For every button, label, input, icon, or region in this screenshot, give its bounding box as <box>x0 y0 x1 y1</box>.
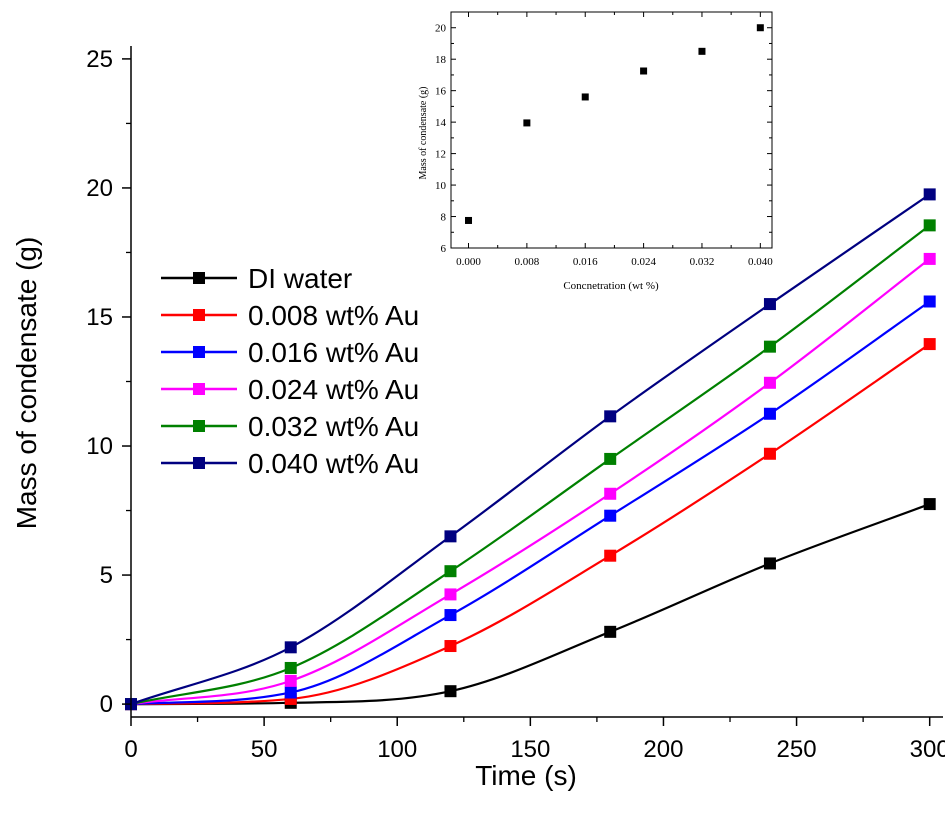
main-y-tick-label-5: 25 <box>86 46 113 73</box>
inset-frame <box>450 11 773 249</box>
series-line-4 <box>130 224 931 706</box>
inset-x-tick-label-2: 0.016 <box>573 256 598 268</box>
series-line-0 <box>130 503 931 706</box>
main-x-tick-label-5: 250 <box>777 736 817 763</box>
series-4-point-1 <box>284 661 297 674</box>
series-3-point-1 <box>284 674 297 687</box>
series-2-point-3 <box>604 509 617 522</box>
legend-marker-5 <box>193 457 205 469</box>
main-y-axis-label: Mass of condensate (g) <box>11 237 42 530</box>
main-x-axis-label: Time (s) <box>475 760 577 791</box>
inset-y-tick-label-6: 18 <box>435 54 447 66</box>
inset-y-tick-label-7: 20 <box>435 23 447 35</box>
legend-label-4: 0.032 wt% Au <box>248 411 419 442</box>
series-2-point-4 <box>763 407 776 420</box>
inset-y-tick-label-3: 12 <box>435 149 446 161</box>
series-3-point-4 <box>763 376 776 389</box>
inset-y-tick-label-4: 14 <box>435 117 447 129</box>
series-0-point-5 <box>923 498 936 511</box>
series-line-5 <box>130 193 931 706</box>
series-3-point-3 <box>604 487 617 500</box>
inset-point-5 <box>756 24 764 32</box>
inset-y-tick-label-5: 16 <box>435 86 447 98</box>
series-1-point-2 <box>444 640 457 653</box>
series-5-point-4 <box>763 298 776 311</box>
series-2-point-5 <box>923 295 936 308</box>
inset-x-tick-label-3: 0.024 <box>631 256 656 268</box>
series-line-1 <box>130 343 931 706</box>
main-chart: 0 50 100 150 200 250 300 0 5 10 15 20 25 Time (s) Ma… <box>11 46 945 791</box>
inset-x-tick-label-0: 0.000 <box>456 256 481 268</box>
inset-y-tick-label-1: 8 <box>441 212 447 224</box>
inset-x-tick-label-5: 0.040 <box>748 256 773 268</box>
series-0-point-2 <box>444 685 457 698</box>
main-x-tick-label-6: 300 <box>910 736 945 763</box>
main-x-tick-label-3: 150 <box>510 736 550 763</box>
inset-point-0 <box>465 216 473 224</box>
inset-point-4 <box>698 47 706 55</box>
main-y-tick-label-1: 5 <box>100 562 113 589</box>
series-line-2 <box>130 300 931 706</box>
series-5-point-5 <box>923 188 936 201</box>
inset-point-layer <box>465 24 764 224</box>
inset-point-1 <box>523 119 531 127</box>
series-0-point-3 <box>604 625 617 638</box>
legend-marker-4 <box>193 420 205 432</box>
main-x-tick-label-4: 200 <box>643 736 683 763</box>
series-4-point-5 <box>923 219 936 232</box>
series-4-point-2 <box>444 565 457 578</box>
inset-y-axis-label: Mass of condensate (g) <box>418 86 429 179</box>
legend: DI water 0.008 wt% Au 0.016 wt% Au 0.024 wt… <box>161 263 419 479</box>
legend-label-5: 0.040 wt% Au <box>248 448 419 479</box>
inset-y-tick-label-2: 10 <box>435 180 447 192</box>
main-y-tick-label-0: 0 <box>100 691 113 718</box>
series-2-point-2 <box>444 609 457 622</box>
series-3-point-5 <box>923 252 936 265</box>
series-2-point-1 <box>284 686 297 699</box>
main-y-tick-label-2: 10 <box>86 433 113 460</box>
series-1-point-5 <box>923 338 936 351</box>
legend-marker-3 <box>193 383 205 395</box>
main-series-layer <box>130 193 931 706</box>
main-y-tick-label-3: 15 <box>86 304 113 331</box>
legend-marker-1 <box>193 309 205 321</box>
main-x-tick-label-0: 0 <box>124 736 137 763</box>
series-4-point-4 <box>763 340 776 353</box>
series-line-3 <box>130 258 931 706</box>
inset-y-tick-label-0: 6 <box>441 243 447 255</box>
series-5-point-2 <box>444 530 457 543</box>
legend-marker-2 <box>193 346 205 358</box>
main-axes: 0 50 100 150 200 250 300 0 5 10 15 20 25 <box>86 46 945 763</box>
series-1-point-3 <box>604 549 617 562</box>
legend-label-0: DI water <box>248 263 352 294</box>
inset-x-tick-label-1: 0.008 <box>514 256 539 268</box>
main-y-tick-label-4: 20 <box>86 175 113 202</box>
legend-label-2: 0.016 wt% Au <box>248 337 419 368</box>
legend-label-3: 0.024 wt% Au <box>248 374 419 405</box>
inset-axes: 0.000 0.008 0.016 0.024 0.032 0.040 6 8 10 12 14 16… <box>435 11 773 268</box>
series-3-point-2 <box>444 588 457 601</box>
series-4-point-3 <box>604 452 617 465</box>
legend-label-1: 0.008 wt% Au <box>248 300 419 331</box>
main-x-tick-label-1: 50 <box>251 736 278 763</box>
main-x-tick-label-2: 100 <box>377 736 417 763</box>
series-0-point-4 <box>763 557 776 570</box>
series-1-point-4 <box>763 447 776 460</box>
inset-x-axis-label: Concnetration (wt %) <box>563 280 659 292</box>
inset-chart: 0.000 0.008 0.016 0.024 0.032 0.040 6 8 10 12 14 16… <box>418 11 773 292</box>
series-5-point-3 <box>604 410 617 423</box>
inset-point-2 <box>581 93 589 101</box>
series-5-point-1 <box>284 641 297 654</box>
main-marker-layer <box>125 188 936 711</box>
inset-x-tick-label-4: 0.032 <box>690 256 715 268</box>
inset-point-3 <box>640 67 648 75</box>
legend-marker-0 <box>193 272 205 284</box>
